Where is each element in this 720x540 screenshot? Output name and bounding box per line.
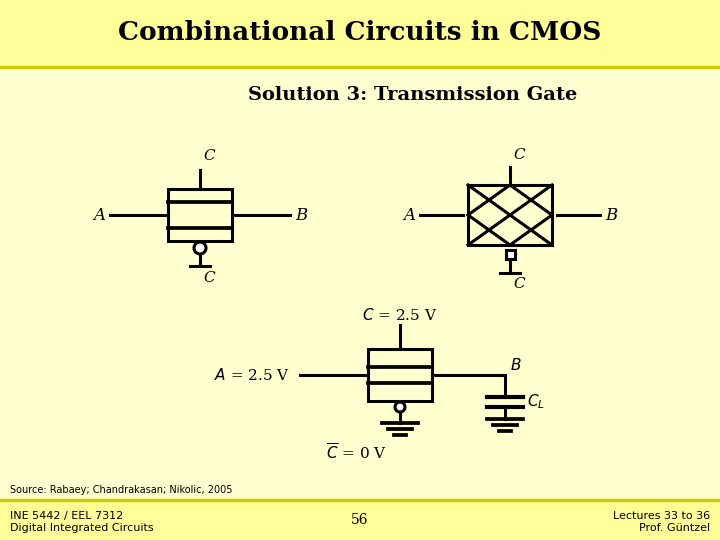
Text: Lectures 33 to 36: Lectures 33 to 36 xyxy=(613,511,710,521)
Text: $\overline{C}$ = 0 V: $\overline{C}$ = 0 V xyxy=(326,443,387,463)
Text: C: C xyxy=(203,149,215,163)
Text: C: C xyxy=(203,271,215,285)
Bar xyxy=(168,189,232,241)
Bar xyxy=(506,250,515,259)
Text: $B$: $B$ xyxy=(510,357,521,373)
Text: C: C xyxy=(513,277,525,291)
Bar xyxy=(368,349,432,401)
Text: $C_L$: $C_L$ xyxy=(527,393,545,411)
Circle shape xyxy=(395,402,405,412)
Text: C: C xyxy=(513,148,525,162)
Text: $A$ = 2.5 V: $A$ = 2.5 V xyxy=(214,367,290,383)
Bar xyxy=(0,500,720,540)
Text: A: A xyxy=(93,206,105,224)
Text: B: B xyxy=(605,206,617,224)
Bar xyxy=(506,250,515,259)
Bar xyxy=(468,185,552,245)
Text: A: A xyxy=(403,206,415,224)
Text: Prof. Güntzel: Prof. Güntzel xyxy=(639,523,710,533)
Text: B: B xyxy=(295,206,307,224)
Text: $C$ = 2.5 V: $C$ = 2.5 V xyxy=(362,307,438,323)
Text: Source: Rabaey; Chandrakasan; Nikolic, 2005: Source: Rabaey; Chandrakasan; Nikolic, 2… xyxy=(10,485,233,495)
Bar xyxy=(0,0,720,65)
Text: INE 5442 / EEL 7312: INE 5442 / EEL 7312 xyxy=(10,511,123,521)
Text: 56: 56 xyxy=(351,513,369,527)
Circle shape xyxy=(194,242,206,254)
Text: Solution 3: Transmission Gate: Solution 3: Transmission Gate xyxy=(248,86,577,104)
Text: Digital Integrated Circuits: Digital Integrated Circuits xyxy=(10,523,153,533)
Text: Combinational Circuits in CMOS: Combinational Circuits in CMOS xyxy=(118,21,602,45)
